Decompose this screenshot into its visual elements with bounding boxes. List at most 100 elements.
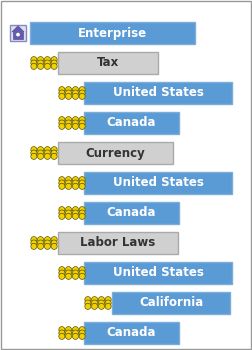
Circle shape [59,206,65,213]
FancyBboxPatch shape [84,82,232,104]
Circle shape [79,206,85,213]
Circle shape [66,210,72,216]
Circle shape [72,177,78,183]
Circle shape [31,240,37,246]
Circle shape [38,147,44,153]
Polygon shape [12,26,24,32]
FancyBboxPatch shape [112,292,230,314]
Circle shape [38,153,44,159]
Circle shape [79,177,85,183]
Circle shape [59,90,65,96]
Circle shape [66,90,72,96]
Circle shape [66,327,72,333]
Circle shape [38,243,44,250]
Circle shape [51,150,57,156]
Text: United States: United States [113,86,203,99]
Circle shape [66,86,72,93]
FancyBboxPatch shape [84,112,179,134]
Text: Enterprise: Enterprise [78,27,147,40]
Circle shape [38,237,44,243]
Circle shape [31,147,37,153]
Bar [10,25,26,41]
FancyBboxPatch shape [84,172,232,194]
Circle shape [79,120,85,126]
Circle shape [66,273,72,279]
Circle shape [66,177,72,183]
Circle shape [59,117,65,123]
Circle shape [66,117,72,123]
Circle shape [72,117,78,123]
Circle shape [16,33,20,37]
Circle shape [79,86,85,93]
FancyBboxPatch shape [84,202,179,224]
Circle shape [72,123,78,130]
Circle shape [44,243,50,250]
Circle shape [79,270,85,276]
Circle shape [105,303,111,309]
Circle shape [59,333,65,340]
Circle shape [31,237,37,243]
Bar [13,32,23,39]
Circle shape [51,153,57,159]
Circle shape [72,90,78,96]
Circle shape [72,183,78,189]
FancyBboxPatch shape [84,322,179,344]
Circle shape [59,93,65,99]
Circle shape [59,330,65,336]
Circle shape [72,273,78,279]
Circle shape [59,180,65,186]
Circle shape [31,63,37,69]
Circle shape [51,240,57,246]
Circle shape [72,206,78,213]
Circle shape [66,333,72,340]
Circle shape [99,300,105,306]
Circle shape [51,60,57,66]
Circle shape [85,296,91,303]
Text: Labor Laws: Labor Laws [80,237,156,250]
Circle shape [91,296,98,303]
Text: Tax: Tax [97,56,119,70]
Circle shape [59,177,65,183]
Circle shape [79,330,85,336]
Circle shape [72,180,78,186]
Circle shape [66,213,72,219]
FancyBboxPatch shape [58,142,173,164]
Circle shape [31,150,37,156]
Circle shape [38,57,44,63]
Circle shape [99,296,105,303]
Circle shape [79,90,85,96]
Circle shape [59,327,65,333]
Circle shape [44,150,50,156]
Circle shape [66,180,72,186]
Circle shape [99,303,105,309]
Circle shape [85,300,91,306]
Circle shape [105,296,111,303]
FancyBboxPatch shape [58,52,158,74]
Circle shape [38,240,44,246]
Circle shape [38,63,44,69]
Circle shape [72,93,78,99]
Circle shape [79,183,85,189]
Circle shape [79,180,85,186]
Circle shape [31,153,37,159]
Text: United States: United States [113,266,203,280]
Circle shape [72,210,78,216]
Circle shape [79,267,85,273]
Circle shape [51,63,57,69]
Circle shape [44,240,50,246]
Circle shape [66,267,72,273]
Circle shape [66,183,72,189]
Text: Currency: Currency [86,147,145,160]
Circle shape [66,330,72,336]
Circle shape [59,120,65,126]
Circle shape [31,60,37,66]
Circle shape [79,213,85,219]
Text: Canada: Canada [107,117,156,130]
Circle shape [91,303,98,309]
Circle shape [72,120,78,126]
Circle shape [72,213,78,219]
FancyBboxPatch shape [84,262,232,284]
Circle shape [59,270,65,276]
Text: California: California [139,296,203,309]
Circle shape [72,267,78,273]
